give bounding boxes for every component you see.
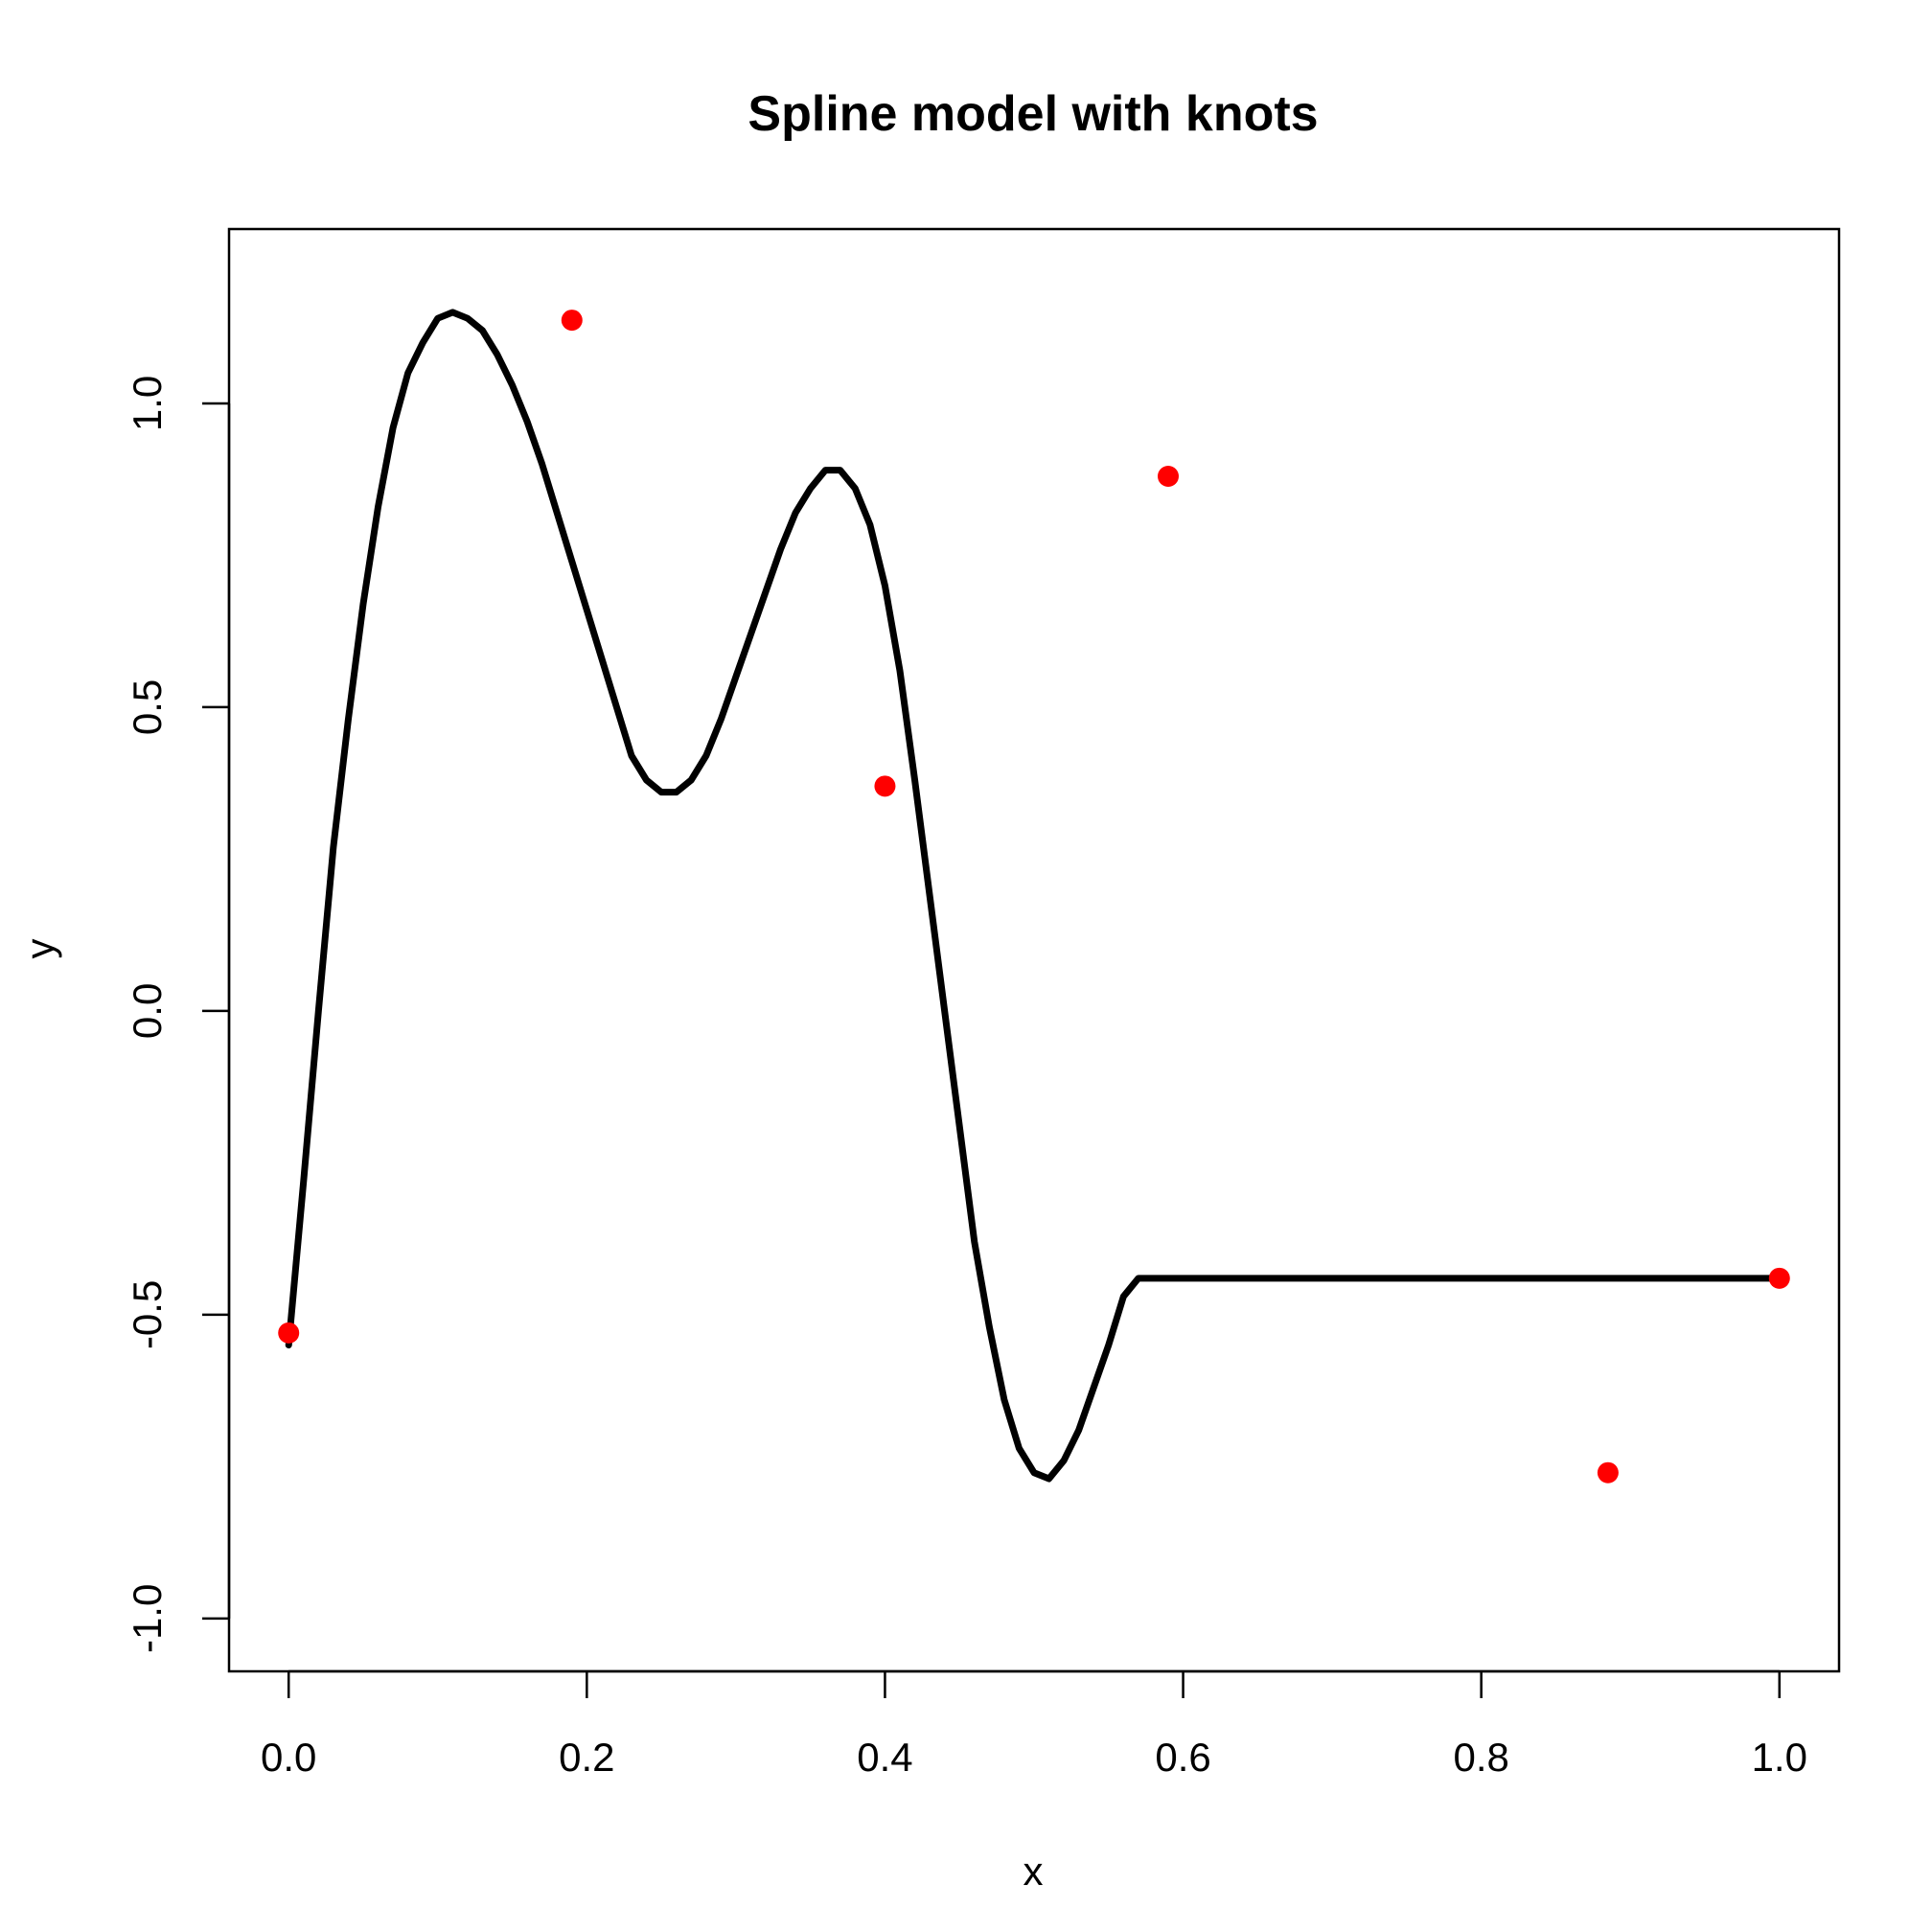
knot-point [278, 1322, 300, 1344]
x-tick-label: 0.2 [559, 1735, 614, 1780]
x-axis: 0.0 0.2 0.4 0.6 0.8 1.0 [261, 1669, 1807, 1780]
x-tick-label: 1.0 [1752, 1735, 1807, 1780]
knot-point [874, 775, 896, 797]
knot-point [1597, 1461, 1619, 1484]
spline-curve [285, 309, 1783, 1483]
y-axis-label: y [17, 939, 62, 959]
x-axis-label: x [1024, 1849, 1044, 1894]
y-tick-label: 0.5 [125, 679, 170, 735]
x-tick-label: 0.8 [1453, 1735, 1508, 1780]
x-tick-label: 0.6 [1155, 1735, 1210, 1780]
knot-point [1768, 1267, 1790, 1289]
x-tick-label: 0.0 [261, 1735, 316, 1780]
y-tick-label: 0.0 [125, 983, 170, 1039]
y-tick-label: -1.0 [125, 1584, 170, 1653]
plot-frame [227, 227, 1841, 1673]
y-axis: -1.0 -0.5 0.0 0.5 1.0 [125, 376, 231, 1653]
y-tick-label: -0.5 [125, 1280, 170, 1349]
knot-point [1158, 466, 1179, 488]
series-layer [278, 309, 1790, 1484]
chart-title: Spline model with knots [748, 86, 1318, 142]
y-tick-label: 1.0 [125, 376, 170, 431]
knot-point [561, 310, 583, 332]
x-tick-label: 0.4 [857, 1735, 912, 1780]
